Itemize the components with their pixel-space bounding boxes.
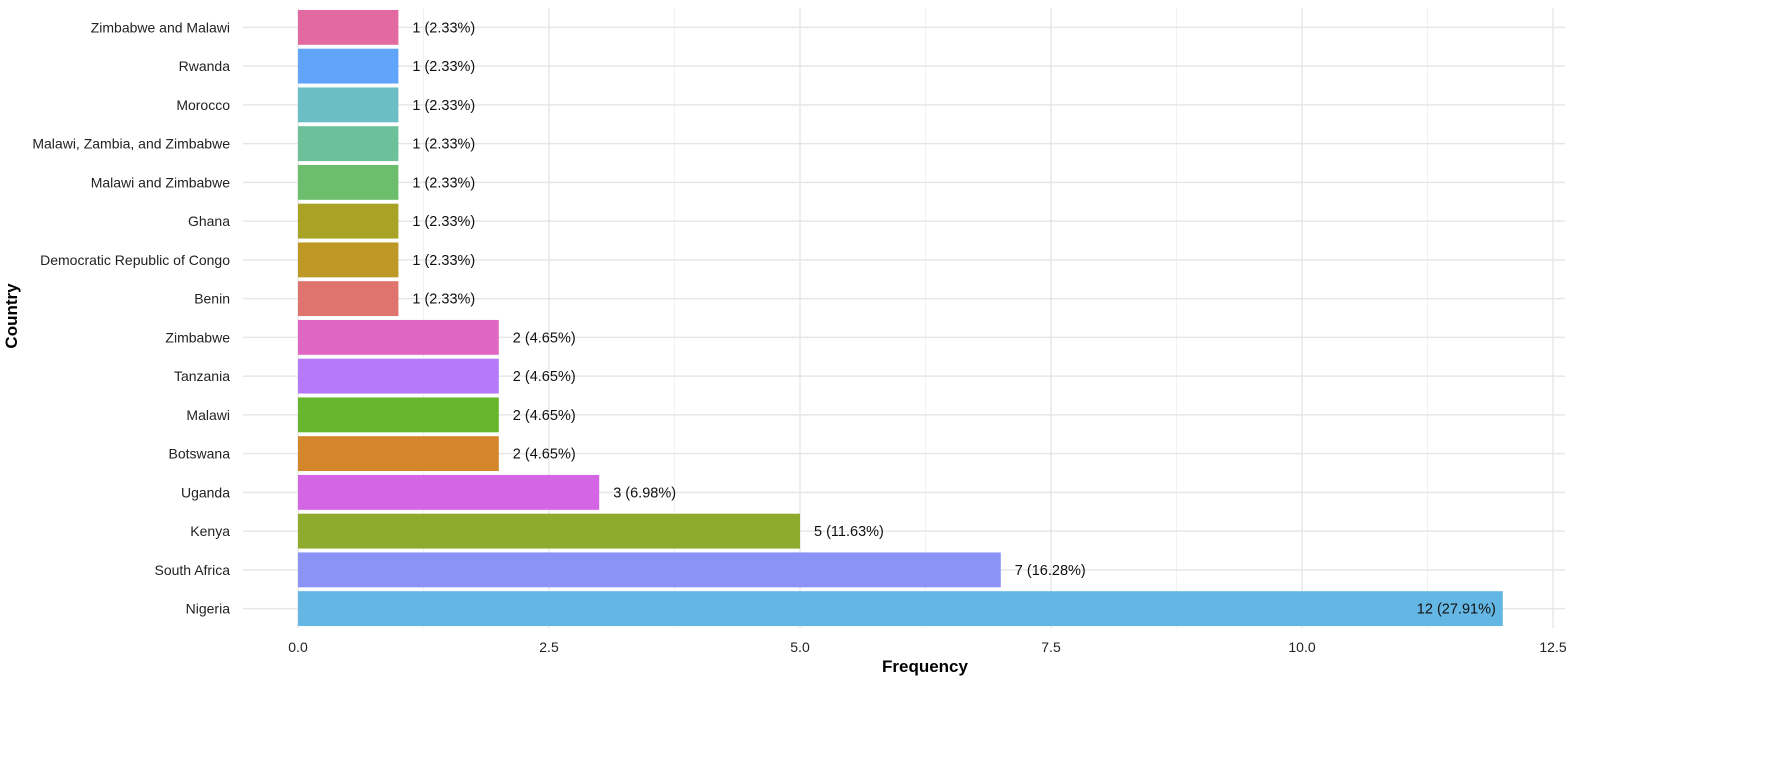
bar	[298, 358, 499, 394]
bar	[298, 9, 399, 45]
bar-value-label: 2 (4.65%)	[513, 447, 576, 463]
bar	[298, 87, 399, 123]
bar	[298, 319, 499, 355]
bar-value-label: 1 (2.33%)	[412, 292, 475, 308]
y-tick-label: Zimbabwe	[165, 329, 230, 345]
y-tick-label: Democratic Republic of Congo	[40, 252, 230, 268]
y-tick-label: Zimbabwe and Malawi	[91, 19, 230, 35]
bar-value-label: 2 (4.65%)	[513, 330, 576, 346]
bar	[298, 436, 499, 472]
bars	[298, 9, 1503, 627]
bar	[298, 397, 499, 433]
x-tick-label: 5.0	[790, 639, 810, 655]
y-tick-label: Benin	[194, 291, 230, 307]
bar	[298, 48, 399, 84]
bar	[298, 591, 1503, 627]
y-tick-label: Nigeria	[186, 601, 231, 617]
bar-value-labels: 1 (2.33%) 1 (2.33%) 1 (2.33%) 1 (2.33%) 1 (2…	[412, 20, 1495, 617]
y-tick-label: Morocco	[176, 97, 230, 113]
bar-value-label: 1 (2.33%)	[412, 137, 475, 153]
x-tick-label: 2.5	[539, 639, 559, 655]
bar-value-label: 7 (16.28%)	[1015, 563, 1086, 579]
bar-value-label: 1 (2.33%)	[412, 214, 475, 230]
bar-value-label: 1 (2.33%)	[412, 175, 475, 191]
bar	[298, 164, 399, 200]
y-tick-label: Malawi	[186, 407, 230, 423]
y-tick-label: Malawi and Zimbabwe	[91, 174, 230, 190]
x-tick-label: 0.0	[288, 639, 308, 655]
bar-value-label: 1 (2.33%)	[412, 20, 475, 36]
bar-value-label: 2 (4.65%)	[513, 369, 576, 385]
bar	[298, 126, 399, 162]
bar	[298, 513, 800, 549]
bar	[298, 552, 1001, 588]
bar-value-label: 1 (2.33%)	[412, 98, 475, 114]
bar-value-label: 1 (2.33%)	[412, 253, 475, 269]
bar-value-label: 12 (27.91%)	[1417, 602, 1496, 618]
bar	[298, 203, 399, 239]
bar	[298, 281, 399, 317]
bar-value-label: 3 (6.98%)	[613, 485, 676, 501]
y-tick-label: Botswana	[169, 446, 231, 462]
x-tick-label: 12.5	[1539, 639, 1566, 655]
y-tick-label: Kenya	[190, 523, 230, 539]
x-tick-label: 7.5	[1041, 639, 1061, 655]
bar-value-label: 1 (2.33%)	[412, 59, 475, 75]
y-tick-label: Uganda	[181, 484, 230, 500]
bar-value-label: 2 (4.65%)	[513, 408, 576, 424]
bar	[298, 474, 600, 510]
y-tick-label: South Africa	[155, 562, 231, 578]
x-axis-title: Frequency	[882, 657, 969, 676]
y-tick-label: Tanzania	[174, 368, 230, 384]
y-tick-label: Malawi, Zambia, and Zimbabwe	[32, 136, 230, 152]
y-axis-tick-labels: Zimbabwe and Malawi Rwanda Morocco Malawi, …	[32, 19, 230, 616]
x-tick-label: 10.0	[1288, 639, 1315, 655]
y-axis-title: Country	[2, 283, 21, 349]
bar	[298, 242, 399, 278]
y-tick-label: Rwanda	[179, 58, 231, 74]
x-axis-tick-labels: 0.0 2.5 5.0 7.5 10.0 12.5	[288, 639, 1567, 655]
bar-value-label: 5 (11.63%)	[814, 524, 884, 540]
y-tick-label: Ghana	[188, 213, 230, 229]
